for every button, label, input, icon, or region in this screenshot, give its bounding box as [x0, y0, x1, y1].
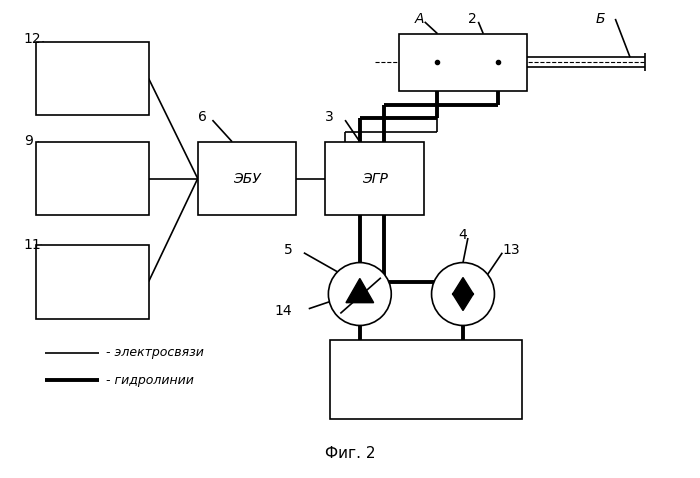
Text: 2: 2: [468, 12, 477, 26]
Text: 9: 9: [24, 134, 33, 148]
Text: 14: 14: [274, 304, 292, 318]
Bar: [399, 33, 527, 91]
Circle shape: [328, 262, 391, 326]
Bar: [36, 245, 148, 319]
Polygon shape: [346, 279, 374, 303]
Bar: [326, 141, 424, 216]
Polygon shape: [452, 278, 474, 294]
Text: Фиг. 2: Фиг. 2: [325, 446, 375, 461]
Text: - гидролинии: - гидролинии: [106, 374, 194, 387]
Bar: [36, 141, 148, 216]
Text: ЭГР: ЭГР: [362, 172, 388, 185]
Circle shape: [432, 262, 494, 326]
Bar: [330, 340, 522, 419]
Text: ЭБУ: ЭБУ: [233, 172, 260, 185]
Text: Б: Б: [596, 12, 605, 26]
Text: 3: 3: [326, 110, 334, 124]
Text: 13: 13: [503, 243, 520, 257]
Text: 5: 5: [284, 243, 293, 257]
Text: 4: 4: [458, 228, 467, 242]
Text: 12: 12: [24, 32, 41, 46]
Text: 11: 11: [24, 238, 41, 252]
Text: - электросвязи: - электросвязи: [106, 347, 204, 359]
Polygon shape: [452, 293, 474, 311]
Bar: [36, 42, 148, 115]
Text: А: А: [415, 12, 424, 26]
Text: 6: 6: [197, 110, 206, 124]
Bar: [197, 141, 296, 216]
